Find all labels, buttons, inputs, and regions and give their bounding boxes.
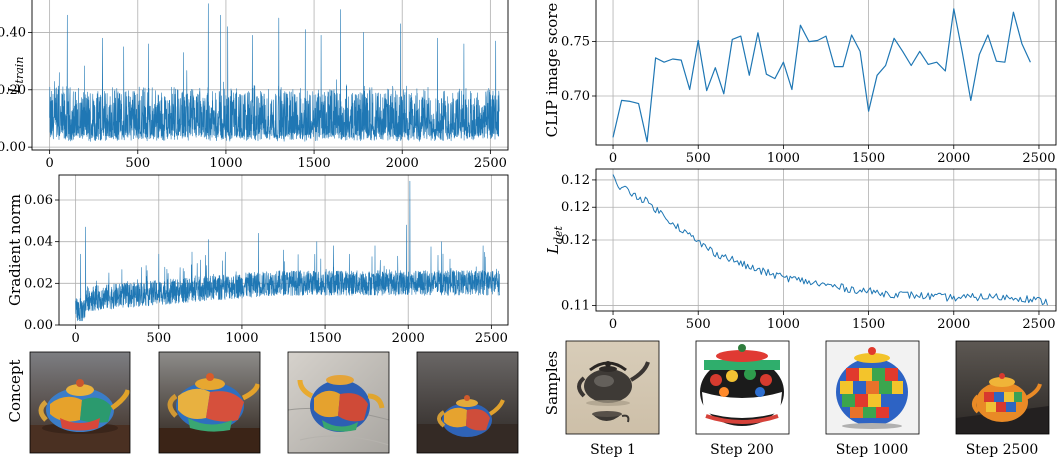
sample-image-step-2500 [955,340,1050,435]
x-tick-label: 2500 [1022,317,1055,332]
sample-image-step-1000 [825,340,920,435]
sample-caption-4: Step 2500 [966,442,1039,458]
sample-caption-3: Step 1000 [836,442,909,458]
x-tick-label: 2000 [937,151,970,166]
det-loss-line [612,174,1048,306]
clip-score-y-ticks: 0.70 0.75 [561,35,596,104]
clip-score-x-ticks: 0 500 1000 1500 2000 2500 [609,145,1056,166]
concept-image-4 [416,351,519,454]
y-tick-label: 0.00 [24,318,53,333]
grad-norm-x-ticks: 0 500 1000 1500 2000 2500 [71,325,508,346]
det-loss-x-ticks: 0 500 1000 1500 2000 2500 [609,311,1056,332]
x-tick-label: 0 [609,151,617,166]
x-tick-label: 2000 [392,331,425,346]
samples-label: Samples [543,351,561,415]
concept-image-2 [158,351,261,454]
sample-caption-2: Step 200 [710,442,774,458]
x-tick-label: 2500 [475,331,508,346]
clip-score-series [612,8,1031,143]
y-tick-label: 0.75 [561,35,590,50]
y-tick-label: 0.06 [24,193,53,208]
concept-image-1 [29,351,131,454]
det-loss-ylabel-sub: det [552,225,565,244]
train-loss-y-ticks: 0.00 0.20 0.40 [0,25,32,155]
det-loss-series [612,174,1048,306]
concept-image-3 [287,351,390,454]
det-loss-ylabel: Ldet [544,225,565,255]
sample-image-step-1 [565,340,660,435]
y-tick-label: 0.70 [561,89,590,104]
clip-score-axes-frame [595,0,1057,146]
y-tick-label: 0.11 [561,299,590,314]
det-loss-grid [596,169,1056,311]
train-loss-series [49,3,500,142]
det-loss-y-ticks: 0.11 0.12 0.12 0.12 [561,173,596,314]
x-tick-label: 500 [686,151,711,166]
x-tick-label: 1500 [852,317,885,332]
det-loss-panel: 0 500 1000 1500 2000 2500 0.11 0.12 0.12 0.12 Ld… [544,168,1057,332]
clip-score-ylabel: CLIP image score [543,3,561,138]
grad-norm-ylabel: Gradient norm [6,194,24,306]
clip-score-line [612,8,1031,143]
y-tick-label: 0.00 [0,140,26,155]
train-loss-ylabel: Ltrain [5,57,26,95]
train-loss-grid [32,0,508,150]
grad-norm-line [75,180,500,322]
y-tick-label: 0.12 [561,200,590,215]
concept-label: Concept [6,359,24,422]
train-loss-x-ticks: 0 500 1000 1500 2000 2500 [45,150,507,171]
train-loss-ylabel-main: L [5,83,23,94]
train-loss-line [49,3,500,142]
x-tick-label: 1000 [225,331,258,346]
y-tick-label: 0.40 [0,25,26,40]
y-tick-label: 0.12 [561,173,590,188]
det-loss-ylabel-main: L [544,244,562,255]
x-tick-label: 500 [686,317,711,332]
x-tick-label: 500 [125,156,150,171]
x-tick-label: 0 [609,317,617,332]
clip-score-panel: 0 500 1000 1500 2000 2500 0.70 0.75 CLIP image… [543,0,1057,166]
x-tick-label: 500 [146,331,171,346]
x-tick-label: 1500 [298,156,331,171]
train-loss-axes-frame [31,0,509,151]
x-tick-label: 2000 [937,317,970,332]
grad-norm-series [75,180,500,322]
x-tick-label: 1500 [309,331,342,346]
x-tick-label: 0 [45,156,53,171]
y-tick-label: 0.20 [0,83,26,98]
y-tick-label: 0.04 [24,235,53,250]
x-tick-label: 1000 [767,317,800,332]
x-tick-label: 1500 [852,151,885,166]
grad-norm-panel: 0 500 1000 1500 2000 2500 0.00 0.02 0.04 0.06 Gr… [6,174,509,346]
y-tick-label: 0.12 [561,233,590,248]
x-tick-label: 1000 [767,151,800,166]
x-tick-label: 0 [71,331,79,346]
clip-score-grid [596,0,1056,145]
x-tick-label: 2500 [474,156,507,171]
x-tick-label: 2500 [1022,151,1055,166]
x-tick-label: 2000 [386,156,419,171]
sample-image-step-200 [695,340,790,435]
y-tick-label: 0.02 [24,276,53,291]
sample-caption-1: Step 1 [590,442,636,458]
train-loss-panel: 0 500 1000 1500 2000 2500 0.00 0.20 0.40 Ltrain [0,0,509,171]
x-tick-label: 1000 [209,156,242,171]
grad-norm-y-ticks: 0.00 0.02 0.04 0.06 [24,193,59,333]
grad-norm-axes-frame [58,174,509,326]
train-loss-ylabel-sub: train [13,57,26,84]
